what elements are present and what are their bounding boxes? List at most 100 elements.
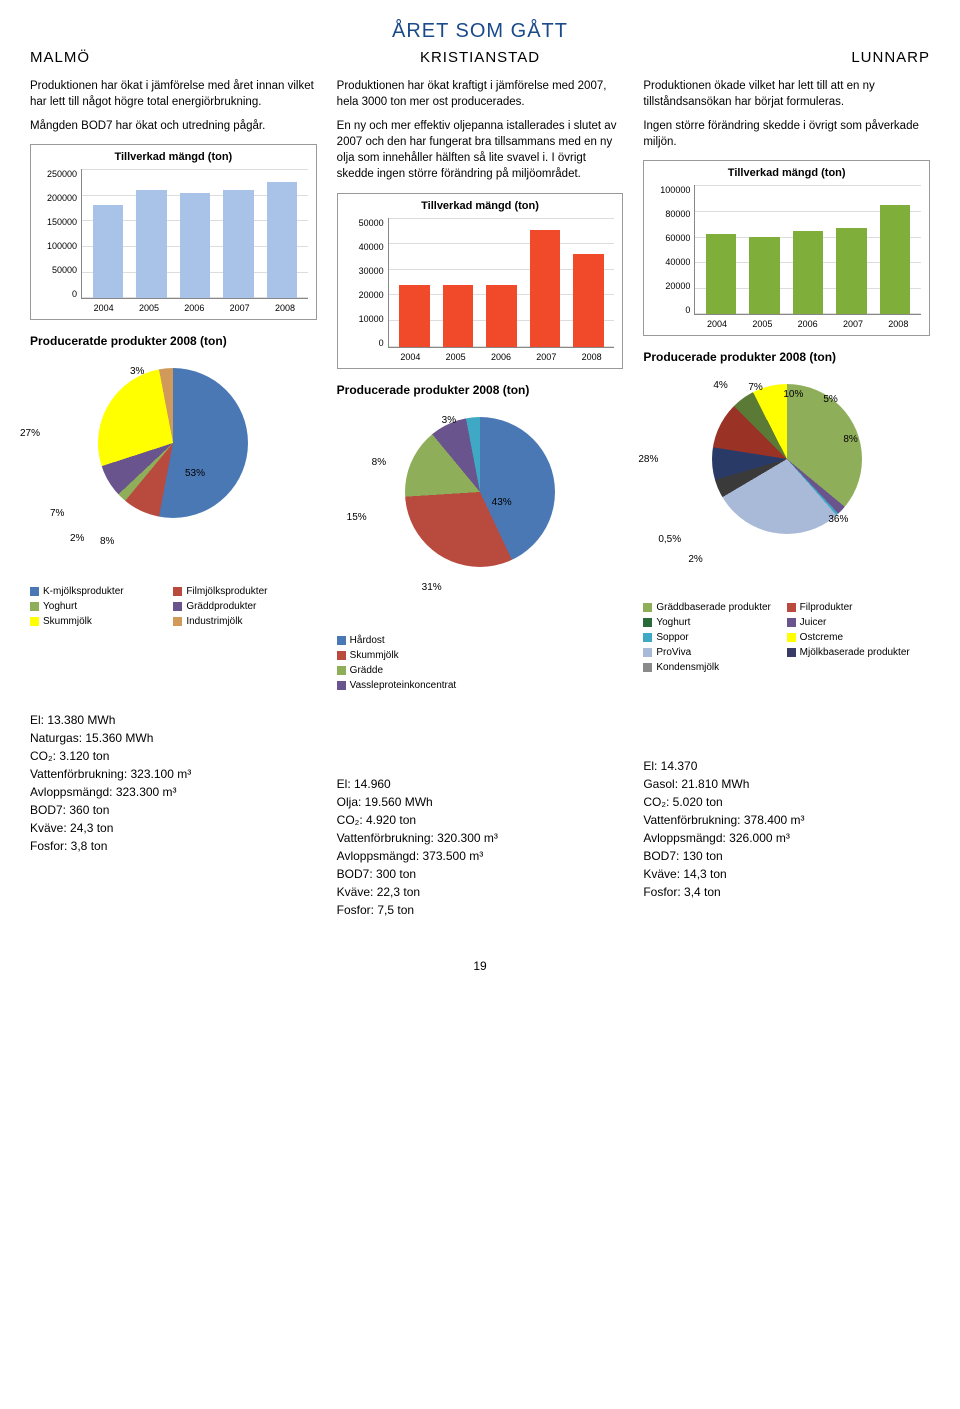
lunnarp-stats: El: 14.370Gasol: 21.810 MWhCO₂: 5.020 to… [643,757,930,901]
lunnarp-para1: Produktionen ökade vilket har lett till … [643,78,930,110]
kristianstad-bar-chart: Tillverkad mängd (ton) 01000020000300004… [337,193,624,369]
x-tick: 2008 [582,352,602,362]
legend-swatch [643,648,652,657]
legend-item: Yoghurt [643,617,786,628]
legend-label: Gräddbaserade produkter [656,602,771,613]
legend-label: Filmjölksprodukter [186,586,267,597]
y-tick: 50000 [39,265,77,275]
x-tick: 2006 [491,352,511,362]
columns-container: MALMÖ Produktionen har ökat i jämförelse… [30,49,930,919]
y-tick: 30000 [346,266,384,276]
pie-slice-label: 15% [347,512,367,523]
y-tick: 150000 [39,217,77,227]
y-tick: 20000 [652,281,690,291]
pie-slice-label: 8% [843,434,857,445]
legend-swatch [643,618,652,627]
legend-item: Industrimjölk [173,616,316,627]
legend-item: Soppor [643,632,786,643]
pie-slice-label: 0,5% [658,534,681,545]
legend-swatch [337,666,346,675]
y-tick: 250000 [39,169,77,179]
legend-swatch [173,617,182,626]
legend-item: Mjölkbaserade produkter [787,647,930,658]
kristianstad-bar-title: Tillverkad mängd (ton) [346,200,615,212]
bar [443,285,473,347]
legend-swatch [337,636,346,645]
lunnarp-bar-chart: Tillverkad mängd (ton) 02000040000600008… [643,160,930,336]
pie-slice-label: 53% [185,468,205,479]
stat-line: Gasol: 21.810 MWh [643,775,930,793]
malmo-pie-wrap: 3%27%7%2%8%53% [30,368,317,578]
malmo-pie [98,368,248,518]
y-tick: 40000 [652,257,690,267]
legend-item: Juicer [787,617,930,628]
legend-item: Kondensmjölk [643,662,786,673]
y-tick: 20000 [346,290,384,300]
x-tick: 2005 [752,319,772,329]
lunnarp-bar-title: Tillverkad mängd (ton) [652,167,921,179]
legend-item: Hårdost [337,635,624,646]
stat-line: Olja: 19.560 MWh [337,793,624,811]
legend-label: Industrimjölk [186,616,242,627]
x-tick: 2008 [888,319,908,329]
col-title-malmo: MALMÖ [30,49,317,66]
y-tick: 0 [346,338,384,348]
malmo-para2: Mångden BOD7 har ökat och utredning pågå… [30,118,317,134]
column-kristianstad: KRISTIANSTAD Produktionen har ökat kraft… [337,49,624,919]
pie-slice-label: 3% [442,415,456,426]
x-tick: 2005 [139,303,159,313]
pie-slice-label: 36% [828,514,848,525]
kristianstad-pie-title: Producerade produkter 2008 (ton) [337,383,624,397]
x-tick: 2004 [400,352,420,362]
legend-label: Hårdost [350,635,385,646]
legend-swatch [30,602,39,611]
stat-line: BOD7: 300 ton [337,865,624,883]
legend-label: Soppor [656,632,688,643]
legend-label: Vassleproteinkoncentrat [350,680,457,691]
x-tick: 2007 [230,303,250,313]
legend-swatch [787,603,796,612]
lunnarp-legend: Gräddbaserade produkterFilprodukterYoghu… [643,602,930,677]
y-tick: 60000 [652,233,690,243]
bar [223,190,253,298]
stat-line: Fosfor: 7,5 ton [337,901,624,919]
legend-item: Skummjölk [30,616,173,627]
stat-line: BOD7: 130 ton [643,847,930,865]
pie-slice-label: 7% [50,508,64,519]
legend-item: K-mjölksprodukter [30,586,173,597]
bar [399,285,429,347]
y-tick: 40000 [346,242,384,252]
malmo-bar-title: Tillverkad mängd (ton) [39,151,308,163]
pie-slice-label: 3% [130,366,144,377]
lunnarp-para2: Ingen större förändring skedde i övrigt … [643,118,930,150]
stat-line: BOD7: 360 ton [30,801,317,819]
legend-item: Gräddprodukter [173,601,316,612]
bar [749,237,779,314]
legend-swatch [787,618,796,627]
y-tick: 200000 [39,193,77,203]
legend-swatch [787,633,796,642]
malmo-para1: Produktionen har ökat i jämförelse med å… [30,78,317,110]
legend-swatch [173,587,182,596]
bar [880,205,910,315]
legend-item: Vassleproteinkoncentrat [337,680,624,691]
legend-item: Ostcreme [787,632,930,643]
malmo-pie-title: Produceratde produkter 2008 (ton) [30,334,317,348]
x-tick: 2004 [707,319,727,329]
pie-slice-label: 4% [713,380,727,391]
legend-label: Juicer [800,617,827,628]
stat-line: El: 13.380 MWh [30,711,317,729]
legend-swatch [337,681,346,690]
lunnarp-pie-title: Producerade produkter 2008 (ton) [643,350,930,364]
pie-slice-label: 2% [70,533,84,544]
stat-line: CO₂: 5.020 ton [643,793,930,811]
legend-label: Gräddprodukter [186,601,256,612]
pie-slice-label: 27% [20,428,40,439]
stat-line: El: 14.370 [643,757,930,775]
col-title-lunnarp: LUNNARP [643,49,930,66]
x-tick: 2007 [843,319,863,329]
pie-slice-label: 28% [638,454,658,465]
bar [706,234,736,314]
bar [180,193,210,299]
x-tick: 2005 [446,352,466,362]
